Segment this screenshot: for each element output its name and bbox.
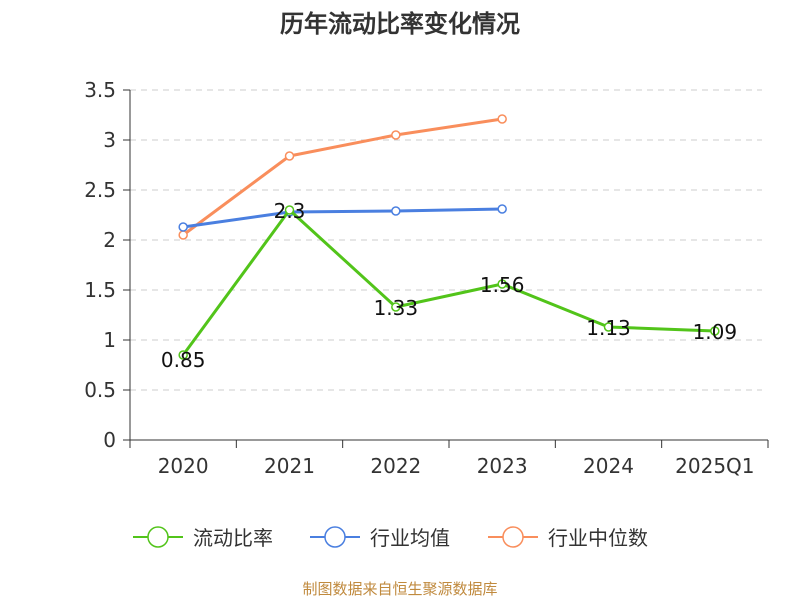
data-point bbox=[391, 130, 401, 140]
legend-marker bbox=[502, 526, 524, 548]
data-point bbox=[178, 350, 188, 360]
y-tick-label: 1 bbox=[103, 328, 116, 352]
legend-marker bbox=[147, 526, 169, 548]
y-tick-label: 1.5 bbox=[84, 278, 116, 302]
data-label: 1.09 bbox=[693, 320, 738, 344]
data-point bbox=[178, 230, 188, 240]
x-tick-label: 2020 bbox=[158, 454, 209, 478]
data-point bbox=[497, 114, 507, 124]
x-tick-label: 2021 bbox=[264, 454, 315, 478]
y-tick-label: 3 bbox=[103, 128, 116, 152]
source-note: 制图数据来自恒生聚源数据库 bbox=[302, 580, 498, 598]
data-label: 1.13 bbox=[586, 316, 631, 340]
legend-marker bbox=[324, 526, 346, 548]
y-tick-label: 0.5 bbox=[84, 378, 116, 402]
data-label: 1.33 bbox=[374, 296, 419, 320]
series-line bbox=[182, 117, 503, 237]
legend-label: 行业均值 bbox=[370, 526, 450, 550]
data-point bbox=[178, 222, 188, 232]
x-tick-label: 2025Q1 bbox=[675, 454, 754, 478]
data-label: 1.56 bbox=[480, 273, 525, 297]
data-point bbox=[284, 205, 295, 215]
data-label: 2.3 bbox=[274, 199, 306, 223]
y-tick-label: 0 bbox=[103, 428, 116, 452]
legend-label: 行业中位数 bbox=[548, 526, 648, 550]
data-label: 0.85 bbox=[161, 348, 206, 372]
data-point bbox=[710, 326, 720, 336]
chart-title: 历年流动比率变化情况 bbox=[280, 10, 520, 38]
series-line bbox=[182, 207, 503, 229]
y-tick-label: 3.5 bbox=[84, 78, 116, 102]
y-tick-label: 2 bbox=[103, 228, 116, 252]
data-point bbox=[497, 204, 507, 214]
data-point bbox=[603, 322, 614, 332]
y-tick-label: 2.5 bbox=[84, 178, 116, 202]
series-line bbox=[181, 208, 715, 356]
x-tick-label: 2024 bbox=[583, 454, 634, 478]
data-point bbox=[391, 206, 401, 216]
x-tick-label: 2023 bbox=[477, 454, 528, 478]
data-point bbox=[497, 279, 507, 289]
x-tick-label: 2022 bbox=[370, 454, 421, 478]
data-point bbox=[284, 151, 295, 161]
data-point bbox=[391, 302, 401, 312]
legend-label: 流动比率 bbox=[193, 526, 273, 550]
